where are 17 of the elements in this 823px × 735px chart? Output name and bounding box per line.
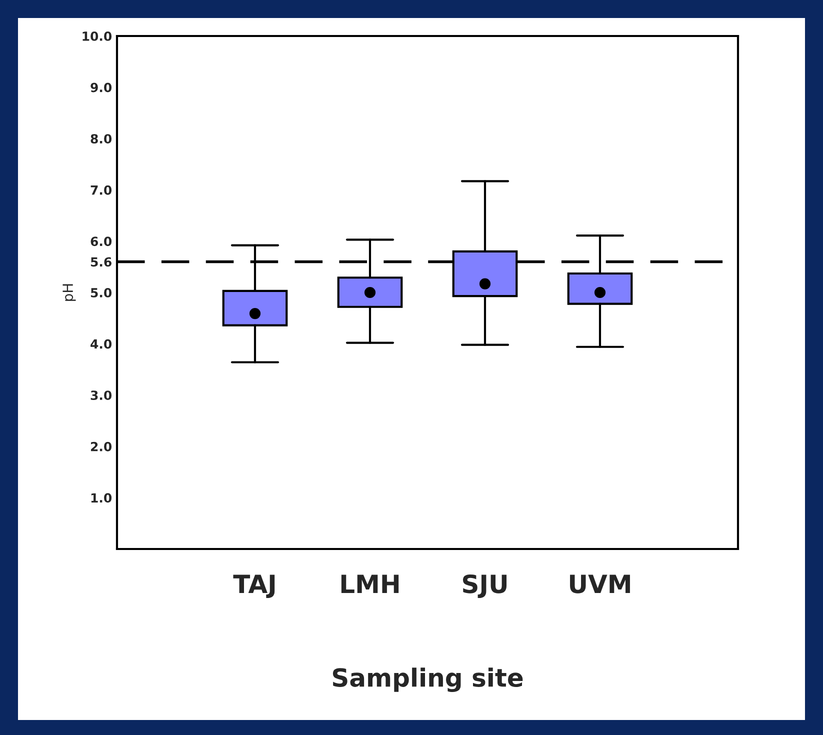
x-tick-label: SJU (462, 574, 507, 598)
y-tick-label: 7.0 (90, 185, 112, 195)
y-tick-label: 5.0 (90, 288, 112, 298)
y-tick-label: 8.0 (90, 134, 112, 144)
x-tick-label: TAJ (233, 574, 275, 598)
y-tick-label: 10.0 (82, 31, 112, 41)
x-axis-title: Sampling site (332, 668, 523, 692)
y-tick-label: 1.0 (91, 493, 112, 503)
y-tick-label: 2.0 (90, 442, 112, 452)
x-tick-label: LMH (341, 574, 399, 593)
y-tick-label: 9.0 (90, 82, 112, 92)
y-tick-label: 5.6 (90, 257, 112, 267)
y-tick-label: 6.0 (90, 236, 112, 246)
y-tick-label: 3.0 (90, 390, 112, 400)
x-tick-label: UVM (570, 574, 630, 594)
y-tick-label: 4.0 (90, 339, 112, 349)
y-axis-title: pH (62, 284, 76, 301)
